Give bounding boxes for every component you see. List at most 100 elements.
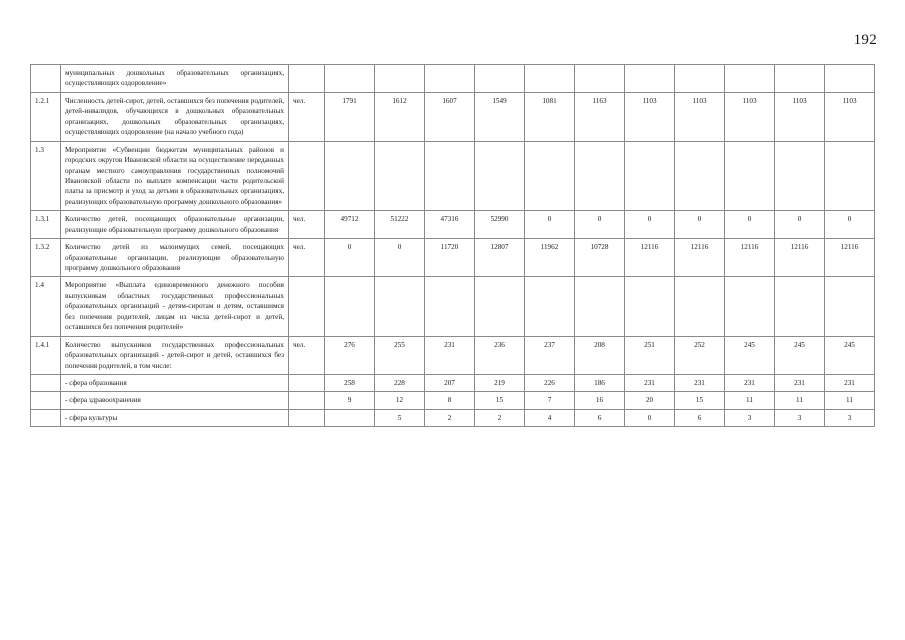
- table-row: 1.4.1 Количество выпускников государствен…: [30, 335, 875, 375]
- row-value-cell: 237: [524, 335, 575, 375]
- row-value-cell: 0: [624, 210, 675, 240]
- row-unit-cell: [288, 391, 325, 410]
- row-unit-cell: [288, 373, 325, 393]
- row-value-cell: [624, 276, 675, 337]
- row-value-cell: [674, 140, 725, 212]
- row-value-cell: 4: [524, 408, 575, 428]
- row-label-cell: Мероприятие «Субвенции бюджетам муниципа…: [60, 140, 289, 212]
- row-value-cell: [474, 64, 525, 93]
- row-value-cell: 12116: [674, 238, 725, 278]
- row-value-cell: 208: [574, 335, 625, 375]
- row-value-cell: 12807: [474, 238, 525, 278]
- row-value-cell: 15: [474, 391, 525, 410]
- row-value-cell: 255: [374, 335, 425, 375]
- row-number-cell: [30, 408, 61, 428]
- row-value-cell: 1103: [774, 91, 825, 142]
- row-value-cell: 231: [774, 373, 825, 393]
- row-value-cell: 12116: [824, 238, 875, 278]
- row-value-cell: [574, 140, 625, 212]
- row-value-cell: 0: [324, 238, 375, 278]
- row-number-cell: 1.3.1: [30, 210, 61, 240]
- row-value-cell: [324, 408, 375, 428]
- row-value-cell: 12116: [624, 238, 675, 278]
- row-value-cell: [524, 276, 575, 337]
- row-unit-cell: [288, 140, 325, 212]
- row-value-cell: 207: [424, 373, 475, 393]
- row-value-cell: 12116: [774, 238, 825, 278]
- row-value-cell: [724, 140, 775, 212]
- row-value-cell: 12: [374, 391, 425, 410]
- row-value-cell: 8: [424, 391, 475, 410]
- row-value-cell: 231: [424, 335, 475, 375]
- row-value-cell: [324, 64, 375, 93]
- row-value-cell: [574, 276, 625, 337]
- row-value-cell: 1607: [424, 91, 475, 142]
- row-value-cell: [774, 64, 825, 93]
- row-unit-cell: [288, 64, 325, 93]
- row-label-cell: Количество выпускников государственных п…: [60, 335, 289, 375]
- row-value-cell: [324, 140, 375, 212]
- row-value-cell: 226: [524, 373, 575, 393]
- row-value-cell: 252: [674, 335, 725, 375]
- row-value-cell: 236: [474, 335, 525, 375]
- row-value-cell: [524, 140, 575, 212]
- row-label-cell: Численность детей-сирот, детей, оставших…: [60, 91, 289, 142]
- row-value-cell: 186: [574, 373, 625, 393]
- table-row: 1.4 Мероприятие «Выплата единовременного …: [30, 276, 875, 337]
- row-unit-cell: чел.: [288, 210, 325, 240]
- row-value-cell: 258: [324, 373, 375, 393]
- row-value-cell: 3: [774, 408, 825, 428]
- row-value-cell: 10728: [574, 238, 625, 278]
- row-value-cell: 1612: [374, 91, 425, 142]
- row-value-cell: [674, 276, 725, 337]
- row-number-cell: 1.4: [30, 276, 61, 337]
- row-value-cell: 276: [324, 335, 375, 375]
- page-number: 192: [853, 32, 877, 48]
- row-value-cell: 245: [774, 335, 825, 375]
- row-value-cell: 245: [724, 335, 775, 375]
- row-value-cell: 47316: [424, 210, 475, 240]
- row-value-cell: 5: [374, 408, 425, 428]
- row-unit-cell: чел.: [288, 238, 325, 278]
- table-body: муниципальных дошкольных образовательных…: [30, 64, 875, 428]
- row-value-cell: [424, 64, 475, 93]
- row-number-cell: 1.2.1: [30, 91, 61, 142]
- row-value-cell: [574, 64, 625, 93]
- row-label-cell: Количество детей из малоимущих семей, по…: [60, 238, 289, 278]
- row-number-cell: [30, 391, 61, 410]
- row-label-cell: муниципальных дошкольных образовательных…: [60, 64, 289, 93]
- row-unit-cell: [288, 276, 325, 337]
- row-value-cell: 3: [824, 408, 875, 428]
- table-row: 1.3 Мероприятие «Субвенции бюджетам муниц…: [30, 140, 875, 212]
- row-number-cell: [30, 373, 61, 393]
- row-value-cell: 1081: [524, 91, 575, 142]
- row-value-cell: [624, 64, 675, 93]
- row-number-cell: 1.4.1: [30, 335, 61, 375]
- row-number-cell: 1.3: [30, 140, 61, 212]
- row-unit-cell: чел.: [288, 91, 325, 142]
- row-value-cell: 11962: [524, 238, 575, 278]
- row-value-cell: 11: [724, 391, 775, 410]
- row-value-cell: 231: [674, 373, 725, 393]
- row-value-cell: 251: [624, 335, 675, 375]
- row-value-cell: 1791: [324, 91, 375, 142]
- row-value-cell: 0: [724, 210, 775, 240]
- row-value-cell: 0: [774, 210, 825, 240]
- row-value-cell: [424, 140, 475, 212]
- row-value-cell: 16: [574, 391, 625, 410]
- row-value-cell: 12116: [724, 238, 775, 278]
- row-value-cell: [724, 276, 775, 337]
- row-value-cell: 1103: [674, 91, 725, 142]
- row-value-cell: 20: [624, 391, 675, 410]
- row-value-cell: [824, 64, 875, 93]
- row-value-cell: [374, 140, 425, 212]
- table-row: 1.3.1 Количество детей, посещающих образо…: [30, 210, 875, 240]
- row-value-cell: [474, 140, 525, 212]
- row-value-cell: 0: [374, 238, 425, 278]
- row-value-cell: 11720: [424, 238, 475, 278]
- row-value-cell: [674, 64, 725, 93]
- row-unit-cell: [288, 408, 325, 428]
- table-row: 1.2.1 Численность детей-сирот, детей, ост…: [30, 91, 875, 142]
- row-value-cell: [374, 64, 425, 93]
- row-value-cell: 2: [424, 408, 475, 428]
